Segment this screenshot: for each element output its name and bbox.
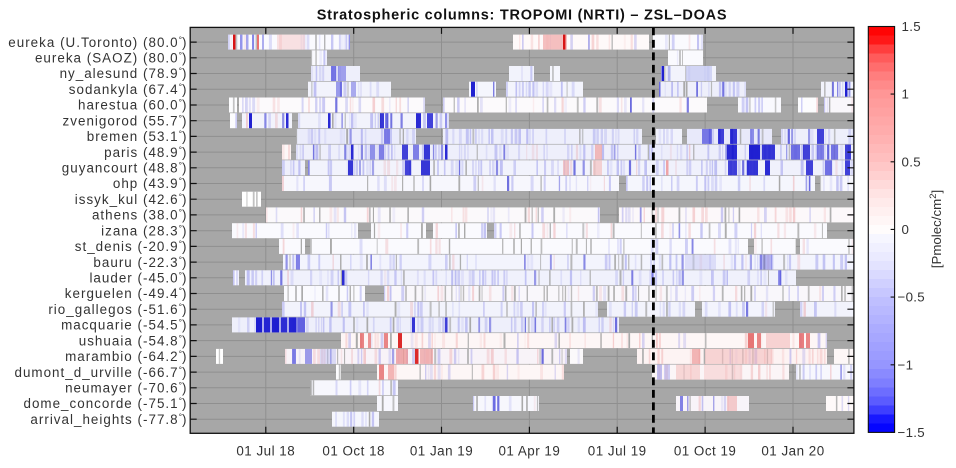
svg-text:athens (38.0°): athens (38.0°): [92, 207, 187, 223]
svg-text:01 Jul 18: 01 Jul 18: [236, 444, 295, 459]
svg-text:bauru (-22.3°): bauru (-22.3°): [93, 254, 186, 270]
svg-text:zvenigorod (55.7°): zvenigorod (55.7°): [63, 113, 187, 128]
svg-text:macquarie (-54.5°): macquarie (-54.5°): [61, 317, 186, 333]
svg-text:0: 0: [902, 222, 910, 237]
svg-text:Stratospheric columns: TROPOMI: Stratospheric columns: TROPOMI (NRTI) – …: [317, 8, 728, 24]
svg-text:dumont_d_urville (-66.7°): dumont_d_urville (-66.7°): [14, 364, 186, 380]
svg-text:01 Oct 19: 01 Oct 19: [674, 444, 737, 459]
svg-text:bremen (53.1°): bremen (53.1°): [87, 129, 187, 145]
svg-text:−1.5: −1.5: [898, 425, 925, 440]
svg-text:01 Jul 19: 01 Jul 19: [588, 444, 647, 459]
svg-text:−0.5: −0.5: [898, 290, 925, 305]
svg-text:issyk_kul (42.6°): issyk_kul (42.6°): [75, 191, 187, 207]
svg-text:izana (28.3°): izana (28.3°): [101, 223, 186, 239]
svg-text:neumayer (-70.6°): neumayer (-70.6°): [65, 380, 186, 396]
svg-text:01 Jan 19: 01 Jan 19: [410, 444, 473, 459]
svg-text:ushuaia (-54.8°): ushuaia (-54.8°): [79, 333, 187, 349]
svg-text:guyancourt (48.8°): guyancourt (48.8°): [62, 160, 187, 176]
svg-text:1: 1: [902, 87, 910, 102]
svg-text:01 Apr 19: 01 Apr 19: [498, 444, 560, 459]
svg-text:−1: −1: [898, 357, 914, 372]
svg-text:eureka (SAOZ) (80.0°): eureka (SAOZ) (80.0°): [35, 50, 187, 66]
svg-text:lauder (-45.0°): lauder (-45.0°): [89, 270, 186, 286]
svg-text:dome_concorde (-75.1°): dome_concorde (-75.1°): [23, 396, 186, 412]
svg-text:eureka (U.Toronto) (80.0°): eureka (U.Toronto) (80.0°): [8, 34, 186, 50]
svg-text:01 Jan 20: 01 Jan 20: [761, 444, 824, 459]
svg-text:kerguelen (-49.4°): kerguelen (-49.4°): [65, 286, 187, 302]
svg-text:paris (48.9°): paris (48.9°): [104, 144, 186, 160]
svg-text:ny_alesund (78.9°): ny_alesund (78.9°): [60, 66, 187, 82]
svg-text:marambio (-64.2°): marambio (-64.2°): [65, 349, 186, 365]
svg-text:[Pmolec/cm2]: [Pmolec/cm2]: [928, 190, 944, 268]
svg-text:st_denis (-20.9°): st_denis (-20.9°): [75, 239, 187, 255]
svg-text:rio_gallegos (-51.6°): rio_gallegos (-51.6°): [48, 301, 186, 317]
svg-text:01 Oct 18: 01 Oct 18: [322, 444, 385, 459]
svg-text:ohp (43.9°): ohp (43.9°): [113, 176, 187, 192]
svg-text:arrival_heights (-77.8°): arrival_heights (-77.8°): [30, 411, 186, 427]
svg-text:0.5: 0.5: [902, 154, 921, 169]
svg-text:1.5: 1.5: [902, 19, 921, 34]
svg-text:sodankyla (67.4°): sodankyla (67.4°): [69, 81, 187, 97]
svg-text:harestua (60.0°): harestua (60.0°): [78, 97, 187, 113]
